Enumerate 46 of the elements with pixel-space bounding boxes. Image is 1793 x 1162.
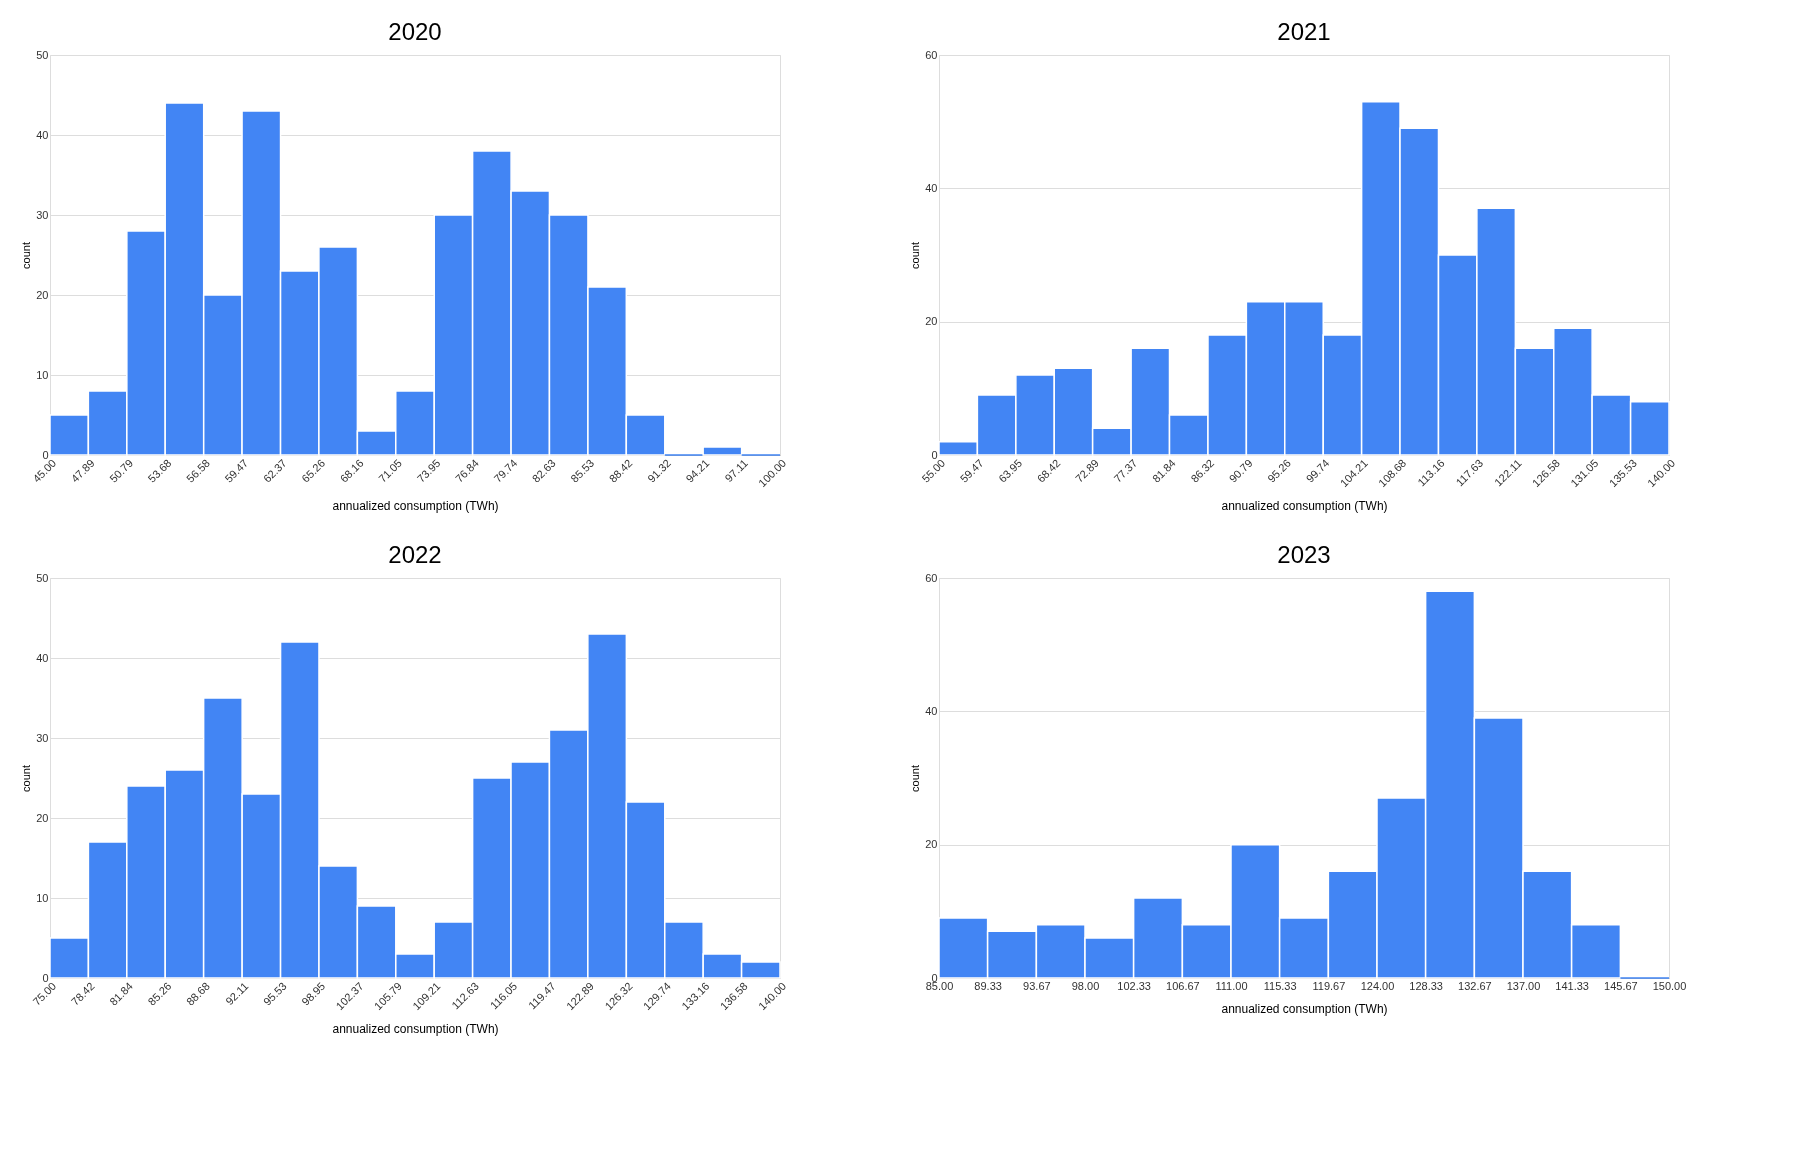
y-axis-title: count [20, 242, 33, 269]
chart-title: 2022 [388, 541, 442, 568]
y-tick-label: 60 [925, 571, 938, 584]
x-tick-label: 98.00 [1071, 979, 1100, 992]
y-tick-label: 10 [36, 891, 49, 904]
x-tick-label: 115.33 [1263, 979, 1297, 992]
x-tick-label: 124.00 [1360, 979, 1395, 992]
y-axis-title: count [909, 765, 922, 792]
y-tick-label: 40 [36, 128, 49, 141]
y-tick-label: 30 [36, 731, 49, 744]
y-tick-label: 0 [42, 448, 49, 461]
y-tick-label: 20 [36, 288, 49, 301]
y-tick-label: 0 [42, 971, 49, 984]
chart-title: 2021 [1277, 18, 1331, 45]
x-tick-label: 128.33 [1409, 979, 1443, 992]
x-tick-label: 150.00 [1652, 979, 1687, 992]
y-tick-label: 10 [36, 368, 49, 381]
y-tick-label: 20 [36, 811, 49, 824]
y-tick-label: 40 [925, 181, 938, 194]
y-tick-label: 30 [36, 208, 49, 221]
y-tick-label: 60 [925, 48, 938, 61]
x-tick-label: 89.33 [974, 979, 1002, 992]
y-tick-label: 50 [36, 571, 49, 584]
x-axis-title: annualized consumption (TWh) [1221, 499, 1388, 514]
x-axis-title: annualized consumption (TWh) [332, 1022, 499, 1037]
chart-title: 2023 [1277, 541, 1331, 568]
y-tick-label: 40 [36, 651, 49, 664]
y-tick-label: 20 [925, 838, 938, 851]
x-tick-label: 106.67 [1166, 979, 1200, 992]
x-axis-title: annualized consumption (TWh) [1221, 1001, 1388, 1016]
x-tick-label: 102.33 [1117, 979, 1151, 992]
y-tick-label: 40 [925, 704, 938, 717]
x-tick-label: 145.67 [1604, 979, 1638, 992]
x-axis-title: annualized consumption (TWh) [332, 499, 499, 514]
y-tick-label: 0 [931, 448, 938, 461]
x-tick-label: 132.67 [1458, 979, 1492, 992]
y-axis-title: count [20, 765, 33, 792]
x-tick-label: 141.33 [1555, 979, 1589, 992]
y-tick-label: 50 [36, 48, 49, 61]
x-tick-label: 93.67 [1023, 979, 1051, 992]
x-tick-label: 119.67 [1312, 979, 1346, 992]
chart-title: 2020 [388, 18, 442, 45]
x-tick-label: 111.00 [1215, 979, 1248, 992]
x-tick-label: 137.00 [1506, 979, 1541, 992]
y-axis-title: count [909, 242, 922, 269]
y-tick-label: 20 [925, 315, 938, 328]
